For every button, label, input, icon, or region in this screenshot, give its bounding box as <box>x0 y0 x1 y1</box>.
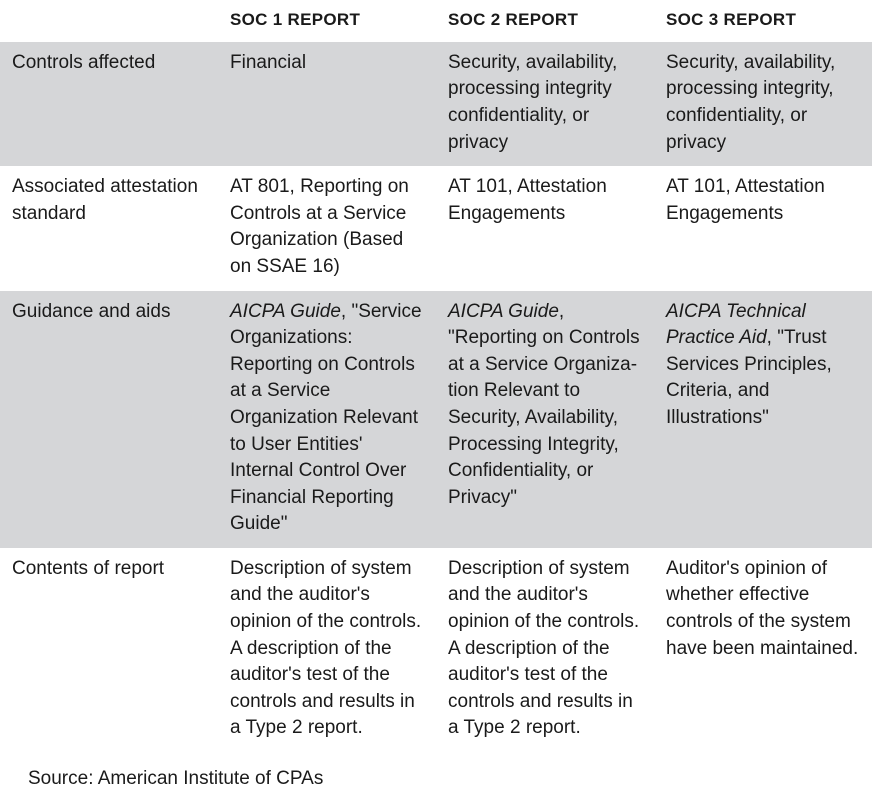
header-blank <box>0 0 218 42</box>
soc-reports-table: SOC 1 REPORT SOC 2 REPORT SOC 3 REPORT C… <box>0 0 872 752</box>
cell: Description of system and the auditor's … <box>218 548 436 752</box>
cell: AICPA Guide, "Reporting on Controls at a… <box>436 291 654 548</box>
cell: Financial <box>218 42 436 166</box>
table-row: Guidance and aids AICPA Guide, "Service … <box>0 291 872 548</box>
row-label: Contents of report <box>0 548 218 752</box>
cell-italic: AICPA Guide <box>230 301 341 322</box>
cell: AICPA Guide, "Service Organiza­tions: Re… <box>218 291 436 548</box>
cell: Description of system and the auditor's … <box>436 548 654 752</box>
table-row: Controls affected Financial Security, av… <box>0 42 872 166</box>
row-label: Controls affected <box>0 42 218 166</box>
cell: AT 801, Reporting on Controls at a Servi… <box>218 166 436 290</box>
row-label: Associated attes­tation standard <box>0 166 218 290</box>
cell-italic: AICPA Guide <box>448 301 559 322</box>
header-soc2: SOC 2 REPORT <box>436 0 654 42</box>
cell: AT 101, Attestation Engagements <box>436 166 654 290</box>
table-header-row: SOC 1 REPORT SOC 2 REPORT SOC 3 REPORT <box>0 0 872 42</box>
cell: Auditor's opinion of whether effective c… <box>654 548 872 752</box>
table-row: Contents of report Description of system… <box>0 548 872 752</box>
row-label: Guidance and aids <box>0 291 218 548</box>
header-soc1: SOC 1 REPORT <box>218 0 436 42</box>
cell-text: , "Service Organiza­tions: Reporting on … <box>230 301 422 535</box>
header-soc3: SOC 3 REPORT <box>654 0 872 42</box>
source-attribution: Source: American Institute of CPAs <box>0 752 872 799</box>
cell: AT 101, Attestation Engagements <box>654 166 872 290</box>
cell: Security, availability, processing integ… <box>654 42 872 166</box>
cell: AICPA Technical Practice Aid, "Trust Ser… <box>654 291 872 548</box>
cell: Security, availability, processing integ… <box>436 42 654 166</box>
cell-text: , "Reporting on Controls at a Service Or… <box>448 301 640 508</box>
table-row: Associated attes­tation standard AT 801,… <box>0 166 872 290</box>
